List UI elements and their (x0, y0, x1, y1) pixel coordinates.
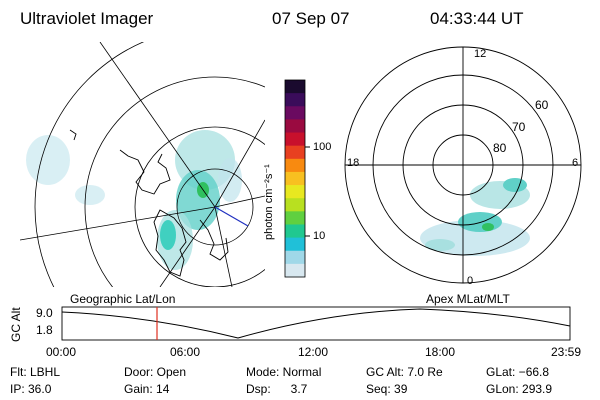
lat-label-70: 70 (512, 120, 526, 134)
filter-info: Flt: LBHL (10, 365, 61, 379)
time-tick-1200: 12:00 (298, 345, 329, 359)
image-date: 07 Sep 07 (272, 9, 350, 28)
colorbar-segment (285, 198, 305, 212)
lat-label-80: 80 (493, 141, 507, 155)
colorbar-segment (285, 263, 305, 278)
mlt-label-0: 0 (467, 275, 474, 287)
colorbar-segment (285, 224, 305, 239)
aurora-emission-geographic (26, 130, 242, 270)
ip-info: IP: 36.0 (10, 382, 52, 396)
altitude-tick-low: 1.8 (36, 323, 53, 337)
dsp-info: Dsp: 3.7 (246, 382, 308, 396)
colorbar-segment (285, 158, 305, 173)
altitude-axis-label: GC Alt (9, 307, 23, 342)
colorbar-segment (285, 211, 305, 225)
time-tick-2359: 23:59 (551, 345, 582, 359)
geo-latitude-info: GLat: −66.8 (486, 365, 550, 379)
time-tick-0000: 00:00 (46, 345, 77, 359)
colorbar-segment (285, 119, 305, 134)
geo-longitude-info: GLon: 293.9 (486, 382, 553, 396)
apex-label: Apex MLat/MLT (426, 292, 510, 306)
mlt-label-12: 12 (474, 48, 487, 60)
time-tick-0600: 06:00 (170, 345, 201, 359)
colorbar-segment (285, 145, 305, 160)
colorbar-tick-100: 100 (313, 141, 332, 153)
lat-label-60: 60 (535, 98, 549, 112)
colorbar-segment (285, 185, 305, 199)
colorbar-segment (285, 237, 305, 252)
sequence-info: Seq: 39 (366, 382, 408, 396)
colorbar-segment (285, 132, 305, 147)
colorbar-segment (285, 80, 305, 94)
geographic-label: Geographic Lat/Lon (70, 292, 176, 306)
gain-info: Gain: 14 (124, 382, 170, 396)
colorbar-tick-10: 10 (313, 230, 326, 242)
image-time: 04:33:44 UT (430, 9, 524, 28)
mlt-label-6: 6 (572, 157, 579, 169)
altitude-tick-high: 9.0 (36, 306, 53, 320)
gc-altitude-info: GC Alt: 7.0 Re (366, 365, 443, 379)
aurora-emission-polar (420, 178, 530, 256)
time-tick-1800: 18:00 (425, 345, 456, 359)
colorbar-segment (285, 250, 305, 265)
mlt-label-18: 18 (347, 157, 360, 169)
mode-info: Mode: Normal (246, 365, 322, 379)
colorbar-segment (285, 93, 305, 107)
colorbar-segment (285, 171, 305, 186)
instrument-title: Ultraviolet Imager (20, 9, 154, 28)
colorbar-segment (285, 106, 305, 120)
door-info: Door: Open (124, 365, 187, 379)
